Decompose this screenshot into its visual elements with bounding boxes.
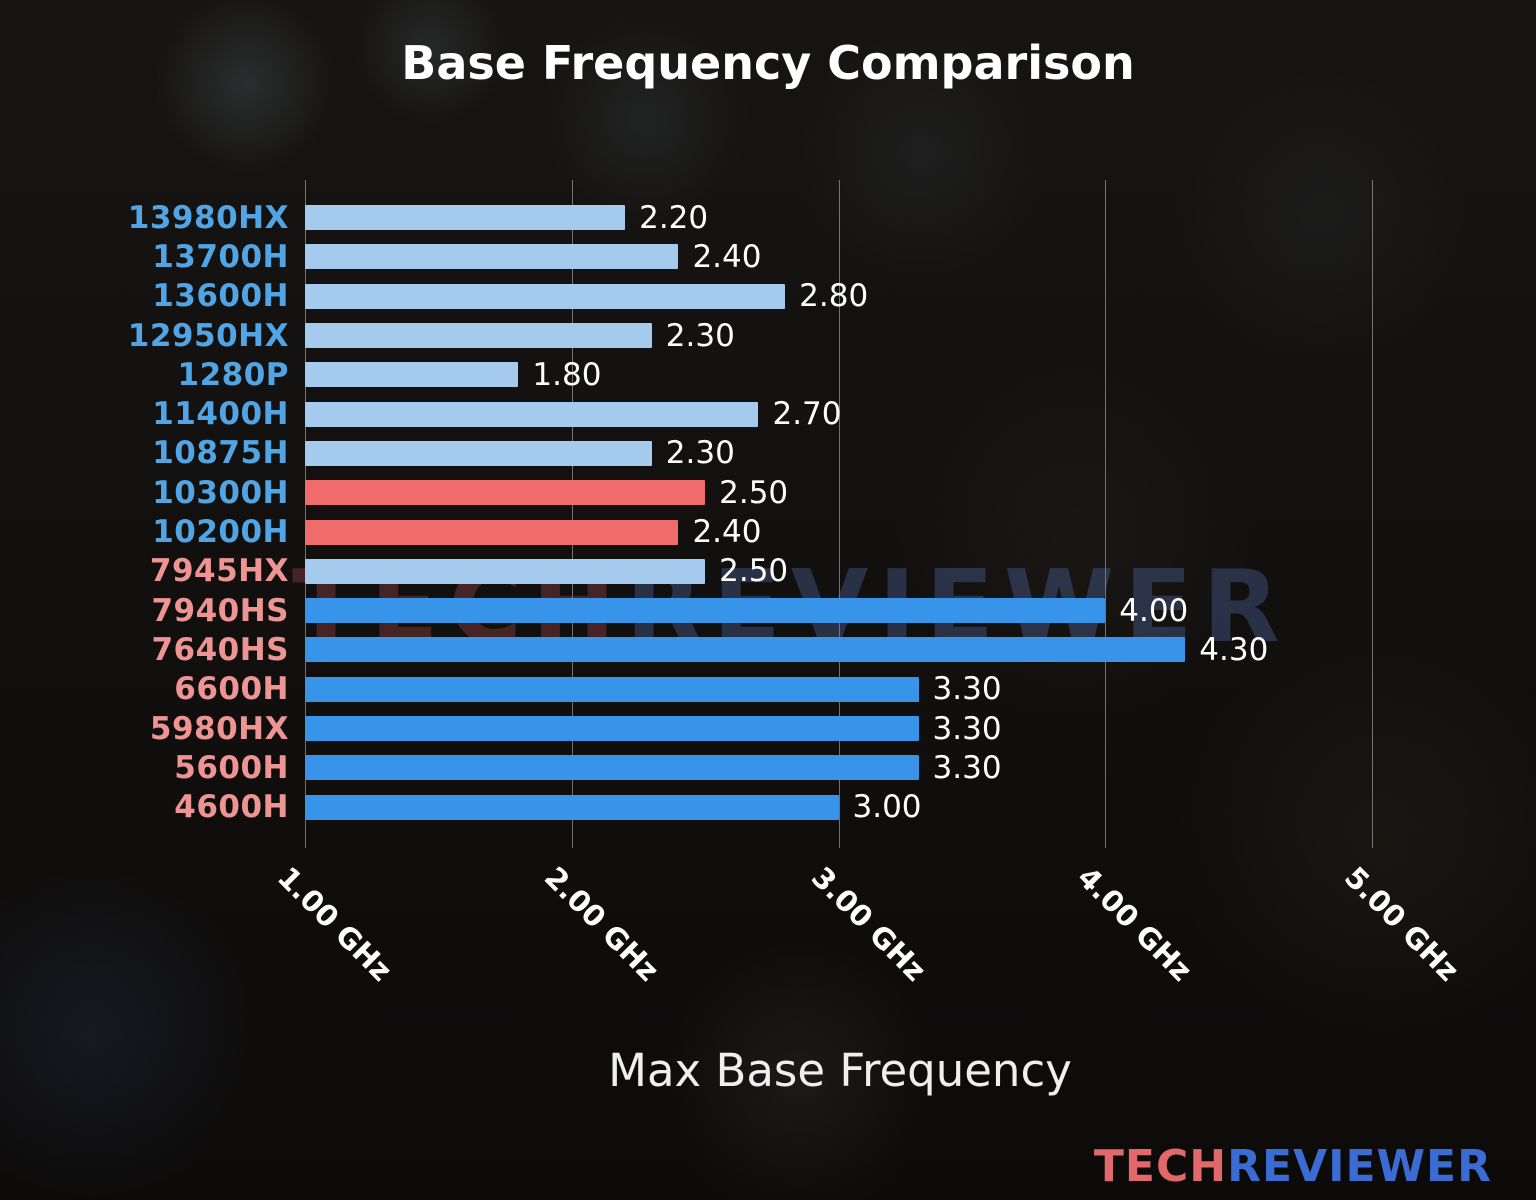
category-label: 7640HS [151, 631, 289, 668]
bar-row: 11400H 2.70 [0, 394, 1536, 433]
bar-row: 7640HS 4.30 [0, 630, 1536, 669]
bar [305, 558, 706, 584]
bar-row: 7940HS 4.00 [0, 591, 1536, 630]
bar-zone: 3.30 [305, 748, 1002, 787]
bar-zone: 3.30 [305, 670, 1002, 709]
value-label: 2.30 [665, 317, 735, 354]
bar-zone: 4.00 [305, 591, 1188, 630]
bar-row: 10875H 2.30 [0, 434, 1536, 473]
bar-row: 6600H 3.30 [0, 670, 1536, 709]
bar-zone: 2.30 [305, 316, 735, 355]
bar-zone: 2.20 [305, 198, 708, 237]
x-tick-label: 4.00 GHz [1071, 860, 1199, 988]
category-label: 12950HX [127, 317, 289, 354]
bar-zone: 2.30 [305, 434, 735, 473]
techreviewer-logo: TECHREVIEWER [1094, 1141, 1492, 1192]
bar-row: 13980HX 2.20 [0, 198, 1536, 237]
bar-row: 13700H 2.40 [0, 237, 1536, 276]
category-label: 7945HX [149, 553, 289, 590]
logo-part-1: TECH [1093, 1141, 1228, 1192]
value-label: 2.30 [665, 435, 735, 472]
value-label: 3.30 [932, 671, 1002, 708]
bar-zone: 3.00 [305, 787, 922, 826]
bar-zone: 3.30 [305, 709, 1002, 748]
category-label: 13700H [152, 238, 289, 275]
value-label: 3.30 [932, 749, 1002, 786]
value-label: 2.70 [772, 396, 842, 433]
x-tick-label: 1.00 GHz [270, 860, 399, 988]
bar [305, 244, 679, 270]
value-label: 4.30 [1199, 631, 1269, 668]
value-label: 2.50 [719, 553, 789, 590]
chart-title: Base Frequency Comparison [401, 36, 1135, 90]
bars-layer: 13980HX 2.20 13700H 2.40 13600H 2.80 12950HX 2.… [0, 198, 1536, 827]
category-label: 5600H [174, 749, 289, 786]
category-label: 10200H [152, 514, 289, 551]
bar [305, 440, 652, 466]
bar-row: 5600H 3.30 [0, 748, 1536, 787]
value-label: 3.30 [932, 710, 1002, 747]
value-label: 2.80 [799, 278, 869, 315]
bar [305, 755, 919, 781]
bar-zone: 2.40 [305, 512, 761, 551]
bar [305, 794, 839, 820]
bar-row: 10300H 2.50 [0, 473, 1536, 512]
bar-row: 10200H 2.40 [0, 512, 1536, 551]
bar-zone: 4.30 [305, 630, 1268, 669]
category-label: 11400H [152, 396, 289, 433]
bar-zone: 2.70 [305, 394, 842, 433]
bar [305, 637, 1186, 663]
category-label: 13980HX [127, 199, 289, 236]
category-label: 4600H [174, 789, 289, 826]
gridline [1372, 180, 1373, 848]
category-label: 7940HS [151, 592, 289, 629]
gridline [571, 180, 573, 848]
value-label: 2.50 [719, 474, 789, 511]
category-label: 1280P [177, 356, 289, 393]
bar-row: 4600H 3.00 [0, 787, 1536, 826]
bar [305, 716, 919, 741]
bar-row: 1280P 1.80 [0, 355, 1536, 394]
bar-zone: 2.80 [305, 277, 868, 316]
bar-zone: 2.50 [305, 473, 788, 512]
value-label: 1.80 [532, 356, 602, 393]
value-label: 3.00 [852, 789, 922, 826]
category-label: 10875H [152, 435, 289, 472]
x-tick-label: 5.00 GHz [1337, 860, 1466, 988]
bar [305, 519, 679, 545]
x-axis-label: Max Base Frequency [608, 1044, 1072, 1097]
category-label: 10300H [152, 474, 289, 511]
bar-zone: 2.40 [305, 237, 761, 276]
bar-row: 7945HX 2.50 [0, 552, 1536, 591]
gridline [1105, 180, 1107, 848]
bar [305, 480, 706, 506]
x-tick-label: 3.00 GHz [804, 860, 933, 988]
bar-zone: 2.50 [305, 552, 788, 591]
gridline-layer [305, 180, 1405, 848]
value-label: 2.40 [692, 238, 762, 275]
bar [305, 323, 652, 349]
bar [305, 283, 786, 309]
bar-row: 5980HX 3.30 [0, 709, 1536, 748]
category-label: 6600H [174, 671, 289, 708]
bar [305, 401, 759, 427]
bar [305, 362, 519, 388]
bar [305, 676, 919, 702]
value-label: 2.40 [692, 514, 762, 551]
category-label: 5980HX [149, 710, 289, 747]
gridline [305, 180, 306, 848]
bar-zone: 1.80 [305, 355, 601, 394]
bar [305, 598, 1106, 624]
bar [305, 205, 626, 231]
category-label: 13600H [152, 278, 289, 315]
bar-row: 13600H 2.80 [0, 277, 1536, 316]
logo-part-2: REVIEWER [1227, 1141, 1492, 1192]
bar-row: 12950HX 2.30 [0, 316, 1536, 355]
value-label: 4.00 [1119, 592, 1189, 629]
value-label: 2.20 [639, 199, 709, 236]
gridline [838, 180, 840, 848]
x-tick-label: 2.00 GHz [537, 860, 666, 988]
